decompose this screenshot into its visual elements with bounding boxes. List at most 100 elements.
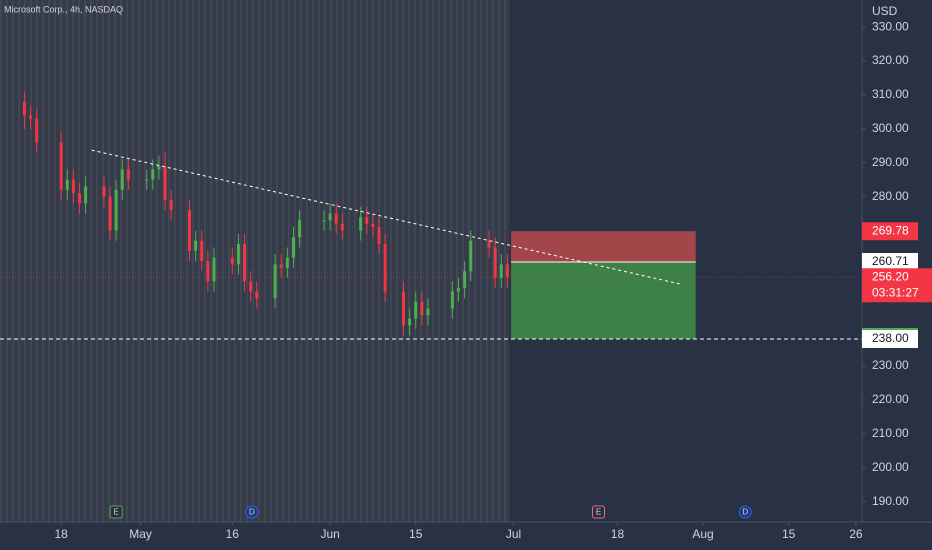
- candle-body: [236, 244, 240, 265]
- entry-label: 260.71: [872, 254, 909, 268]
- candle-body: [230, 257, 234, 265]
- stop-label: 269.78: [872, 223, 909, 237]
- candle-body: [322, 220, 326, 222]
- candle-body: [401, 291, 405, 326]
- stop-zone: [511, 231, 696, 262]
- candle-body: [487, 240, 491, 248]
- candle-body: [291, 237, 295, 258]
- x-tick-label: 16: [226, 527, 240, 541]
- y-tick-label: 290.00: [872, 155, 909, 169]
- event-label: D: [742, 508, 748, 517]
- target-label: 238.00: [872, 331, 909, 345]
- candle-body: [71, 179, 75, 194]
- candle-body: [426, 308, 430, 316]
- event-marker: [592, 505, 606, 519]
- last-price-bg: [862, 268, 932, 303]
- candle-body: [285, 257, 289, 268]
- candle-body: [212, 257, 216, 282]
- x-tick-label: 18: [611, 527, 625, 541]
- candle-body: [200, 240, 204, 261]
- candle-body: [151, 169, 155, 180]
- candle-body: [255, 291, 259, 299]
- candle-body: [188, 210, 192, 251]
- target-label-accent: [862, 327, 918, 330]
- y-tick-label: 310.00: [872, 87, 909, 101]
- target-label-bg: [862, 329, 918, 348]
- candle-body: [469, 240, 473, 272]
- event-label: E: [113, 508, 118, 517]
- last-price-label: 256.20: [872, 269, 909, 283]
- candle-body: [102, 186, 106, 197]
- y-tick-label: 230.00: [872, 358, 909, 372]
- candle-body: [328, 213, 332, 221]
- candle-body: [340, 223, 344, 231]
- y-tick-label: 300.00: [872, 121, 909, 135]
- candle-body: [35, 118, 39, 143]
- candle-body: [206, 261, 210, 282]
- target-zone: [511, 261, 696, 339]
- candle-body: [273, 264, 277, 299]
- x-tick-label: May: [129, 527, 152, 541]
- candle-body: [493, 247, 497, 278]
- x-tick-label: Jul: [506, 527, 521, 541]
- candle-body: [145, 179, 149, 181]
- event-marker: [109, 505, 123, 519]
- candle-body: [499, 264, 503, 278]
- candle-body: [457, 288, 461, 292]
- candle-body: [383, 244, 387, 292]
- candle-body: [84, 186, 88, 204]
- x-tick-label: 15: [782, 527, 796, 541]
- entry-label-bg: [862, 252, 918, 271]
- candle-body: [365, 216, 369, 224]
- candle-body: [77, 193, 81, 204]
- x-tick-label: 18: [54, 527, 68, 541]
- candle-body: [408, 318, 412, 326]
- candle-body: [334, 213, 338, 224]
- y-tick-label: 320.00: [872, 53, 909, 67]
- candle-body: [463, 271, 467, 289]
- candle-body: [157, 166, 161, 170]
- candle-body: [414, 301, 418, 319]
- countdown: 03:31:27: [872, 285, 919, 299]
- x-tick-label: Jun: [320, 527, 339, 541]
- candle-body: [359, 216, 363, 231]
- y-tick-label: 190.00: [872, 494, 909, 508]
- event-marker: [245, 505, 259, 519]
- candle-body: [59, 142, 63, 190]
- y-tick-label: 200.00: [872, 460, 909, 474]
- candle-body: [298, 220, 302, 238]
- candle-body: [22, 101, 26, 116]
- candle-body: [243, 244, 247, 282]
- candle-body: [279, 264, 283, 268]
- candle-body: [371, 223, 375, 228]
- y-tick-label: 220.00: [872, 392, 909, 406]
- candle-body: [120, 169, 124, 190]
- stop-label-bg: [862, 222, 918, 241]
- candle-body: [450, 291, 454, 309]
- candle-body: [29, 115, 33, 119]
- x-tick-label: Aug: [692, 527, 713, 541]
- candle-body: [114, 189, 118, 231]
- chart-title: Microsoft Corp., 4h, NASDAQ: [4, 4, 123, 14]
- y-tick-label: 330.00: [872, 19, 909, 33]
- currency: USD: [872, 4, 898, 18]
- candle-body: [108, 196, 112, 231]
- candle-body: [420, 301, 424, 316]
- session-background: [0, 0, 510, 522]
- candle-body: [505, 264, 509, 278]
- candle-body: [249, 281, 253, 292]
- candle-body: [169, 199, 173, 211]
- candle-body: [65, 179, 69, 190]
- y-tick-label: 210.00: [872, 426, 909, 440]
- event-label: D: [249, 508, 255, 517]
- x-tick-label: 15: [409, 527, 423, 541]
- candle-body: [194, 240, 198, 251]
- x-tick-label: 26: [849, 527, 863, 541]
- candle-body: [126, 169, 130, 180]
- candle-body: [163, 166, 167, 200]
- trendline: [91, 149, 682, 285]
- y-tick-label: 280.00: [872, 189, 909, 203]
- event-label: E: [596, 508, 601, 517]
